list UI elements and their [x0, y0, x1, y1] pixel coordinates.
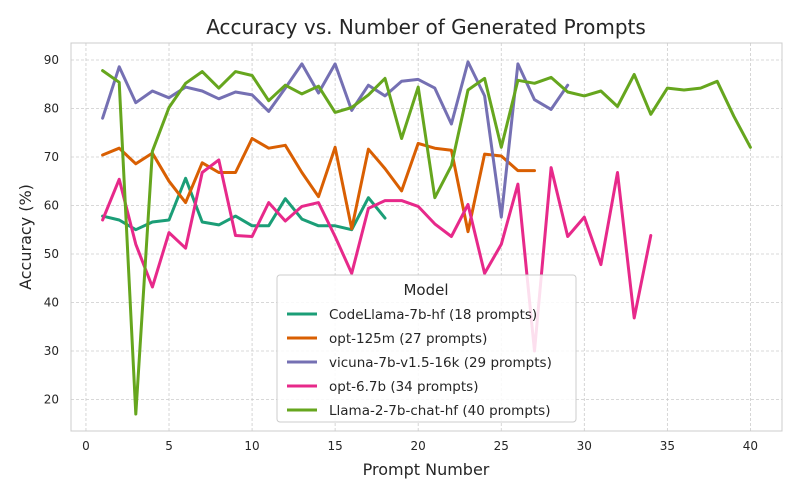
y-tick-label: 70	[44, 150, 59, 164]
chart-title: Accuracy vs. Number of Generated Prompts	[206, 15, 646, 39]
legend-label: opt-125m (27 prompts)	[329, 331, 487, 347]
legend-label: Llama-2-7b-chat-hf (40 prompts)	[329, 403, 550, 419]
series-line	[101, 69, 752, 416]
y-tick-label: 90	[44, 53, 59, 67]
legend-label: CodeLlama-7b-hf (18 prompts)	[329, 307, 537, 323]
legend-box	[276, 274, 577, 423]
y-tick-label: 40	[44, 295, 59, 309]
y-axis-title: Accuracy (%)	[16, 184, 35, 290]
legend-items: CodeLlama-7b-hf (18 prompts) opt-125m (27…	[287, 307, 552, 419]
series-line	[101, 176, 387, 232]
x-axis-title: Prompt Number	[363, 460, 490, 479]
y-tick-label: 50	[44, 247, 59, 261]
series-lines	[101, 60, 752, 416]
y-tick-label: 80	[44, 101, 59, 115]
x-tick-label: 10	[244, 439, 259, 453]
legend-label: vicuna-7b-v1.5-16k (29 prompts)	[329, 355, 552, 371]
x-tick-label: 30	[577, 439, 592, 453]
x-tick-label: 35	[660, 439, 675, 453]
x-tick-label: 40	[743, 439, 758, 453]
legend: Model CodeLlama-7b-hf (18 prompts) opt-12…	[276, 274, 577, 423]
legend-title: Model	[403, 281, 448, 299]
x-tick-label: 0	[82, 439, 90, 453]
legend-label: opt-6.7b (34 prompts)	[329, 379, 478, 395]
x-tick-label: 25	[494, 439, 509, 453]
y-tick-label: 30	[44, 344, 59, 358]
x-tick-label: 15	[327, 439, 342, 453]
y-tick-label: 60	[44, 198, 59, 212]
y-tick-label: 20	[44, 392, 59, 406]
x-tick-label: 5	[165, 439, 173, 453]
series-line	[101, 137, 536, 234]
tick-labels: 0 5 10 15 20 25 30 35 40 20 30 40 50 60 70 80 90	[44, 53, 758, 453]
x-tick-label: 20	[411, 439, 426, 453]
series-line	[101, 158, 653, 353]
